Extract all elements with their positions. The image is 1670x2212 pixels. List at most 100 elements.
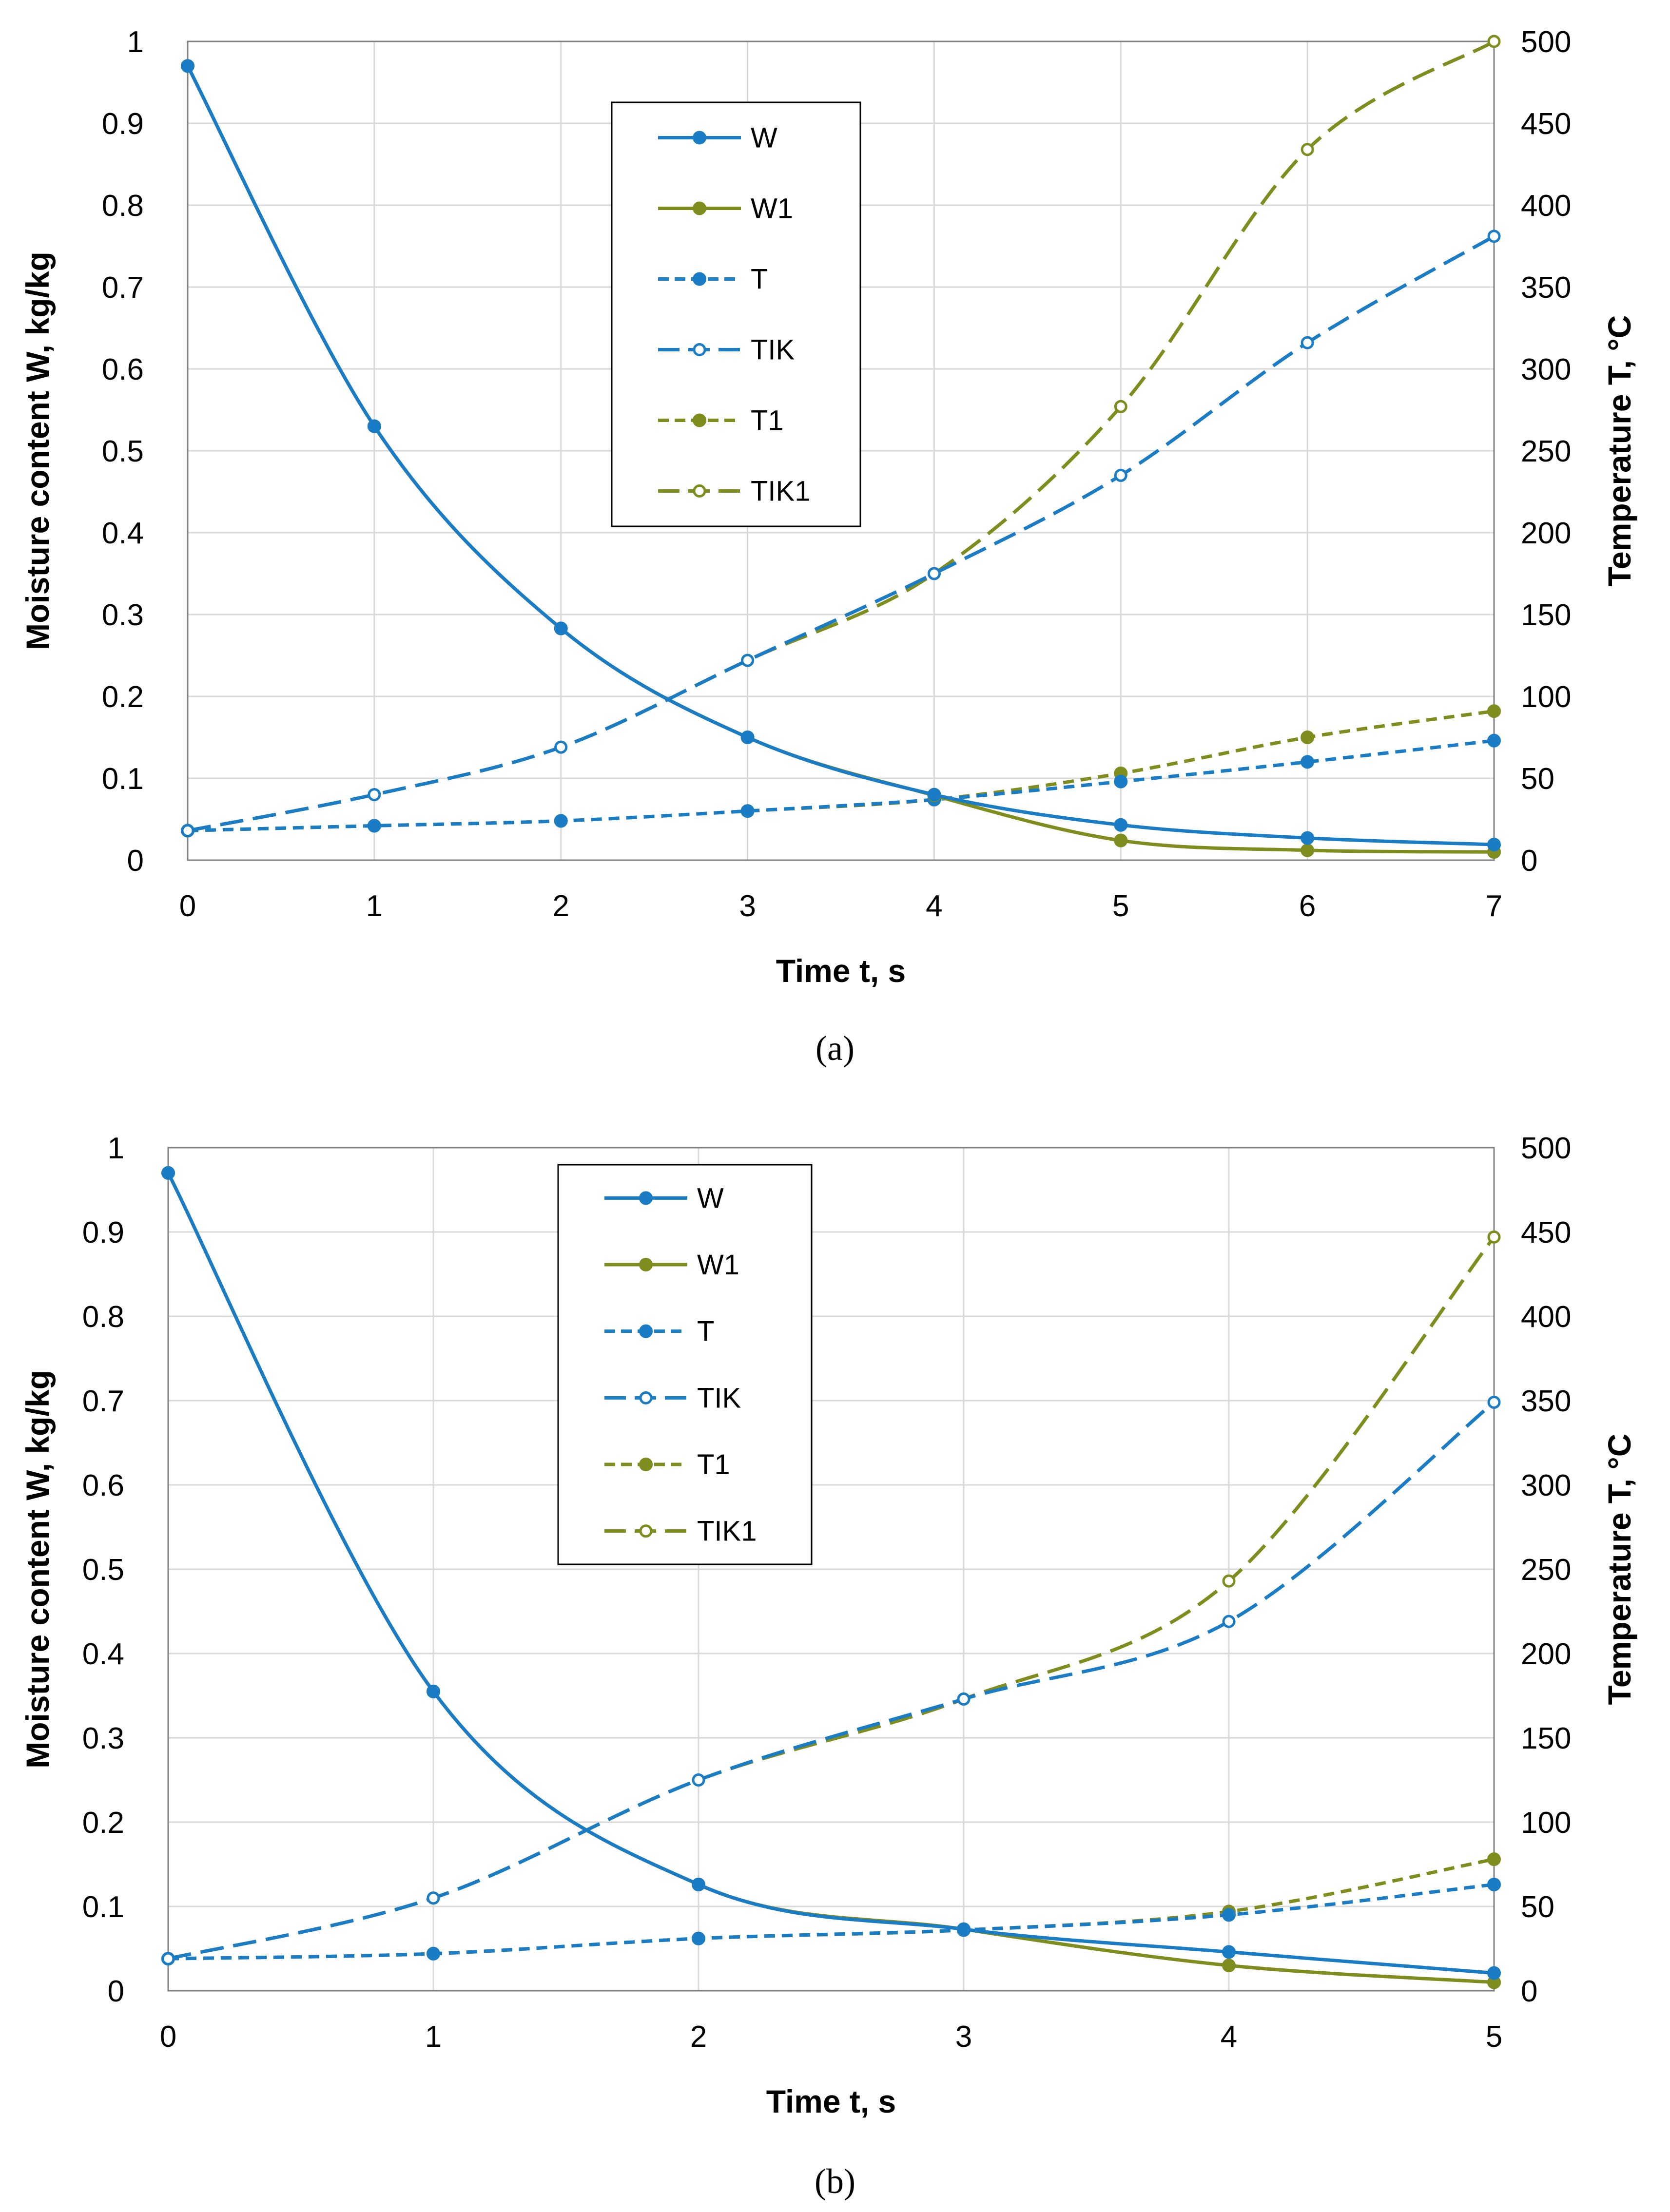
chart-a-series-t-point xyxy=(367,819,381,833)
chart-b-series-tik-point xyxy=(1487,1395,1501,1409)
chart-a-series-t-point xyxy=(554,814,568,828)
chart-a-legend-label-tik1: TIK1 xyxy=(751,476,811,507)
chart-a-series-tik1-point xyxy=(1487,35,1501,48)
chart-b-series-w1-point xyxy=(1222,1959,1236,1973)
chart-a-legend-marker-w1 xyxy=(693,201,706,215)
chart-a-series-w-point xyxy=(1301,831,1315,845)
chart-b-y-left-tick-label: 0.2 xyxy=(82,1806,124,1840)
chart-b-caption: (b) xyxy=(815,2162,855,2201)
chart-b-series-tik-point xyxy=(692,1773,705,1787)
chart-b-series-w xyxy=(161,1166,1501,1980)
chart-a-legend-label-tik: TIK xyxy=(751,334,795,366)
chart-b-y-right-tick-label: 250 xyxy=(1521,1553,1571,1587)
chart-b-y-left-tick-label: 0 xyxy=(108,1975,124,2008)
chart-a-series-t1-point xyxy=(1487,704,1501,718)
chart-a-y-right-tick-label: 200 xyxy=(1521,517,1571,550)
chart-b-series-w-point xyxy=(957,1922,971,1936)
chart-a-x-tick-label: 2 xyxy=(552,889,569,923)
chart-a-series-w1-point xyxy=(1301,843,1315,857)
chart-b-legend-marker-tik1 xyxy=(639,1524,653,1538)
chart-b-y-left-tick-label: 0.1 xyxy=(82,1890,124,1924)
chart-b-series-w-line xyxy=(166,1172,1495,1975)
chart-b-series-tik-point xyxy=(427,1891,440,1905)
chart-a-series-t-point xyxy=(1301,755,1315,769)
chart-b-y-right-tick-label: 350 xyxy=(1521,1385,1571,1418)
chart-a-y-right-tick-label: 0 xyxy=(1521,844,1537,878)
chart-a-legend-marker-t xyxy=(693,272,706,286)
chart-b-x-tick-label: 0 xyxy=(160,2020,176,2054)
chart-a-legend-marker-tik1 xyxy=(693,484,706,498)
chart-a-series-tik-point xyxy=(554,740,568,754)
chart-b-y-right-tick-label: 400 xyxy=(1521,1300,1571,1334)
chart-a-series-w-point xyxy=(1114,818,1128,832)
chart-a-series-t xyxy=(181,733,1501,838)
chart-a-y-left-tick-label: 0.6 xyxy=(102,353,144,386)
chart-a-y-right-tick-label: 250 xyxy=(1521,435,1571,468)
chart-a-y-right-tick-label: 350 xyxy=(1521,271,1571,305)
chart-b-series-tik-line xyxy=(168,1401,1495,1961)
chart-a-series-w-point xyxy=(927,788,941,802)
chart-a-x-tick-label: 1 xyxy=(366,889,383,923)
chart-a-y-left-tick-label: 0.9 xyxy=(102,107,144,141)
chart-b-series-tik1-point xyxy=(1487,1230,1501,1244)
chart-b-legend-label-w: W xyxy=(697,1182,724,1214)
chart-b-x-tick-label: 2 xyxy=(690,2020,707,2054)
chart-b-x-tick-label: 4 xyxy=(1221,2020,1237,2054)
chart-b-legend-marker-t1 xyxy=(639,1458,653,1471)
chart-b-y-right-tick-label: 450 xyxy=(1521,1216,1571,1250)
chart-b-legend-label-w1: W1 xyxy=(697,1249,739,1281)
chart-a-series-tik-point xyxy=(1114,468,1127,482)
chart-a-series-tik-point xyxy=(927,567,941,580)
chart-a-y-right-tick-label: 500 xyxy=(1521,25,1571,59)
chart-a-legend-marker-t1 xyxy=(693,413,706,427)
chart-a-y-left-tick-label: 0.2 xyxy=(102,680,144,714)
chart-b-plot-frame xyxy=(167,1147,1495,1992)
chart-a-series-t-line xyxy=(187,739,1495,832)
chart-a-y-left-tick-label: 0 xyxy=(127,844,144,878)
chart-b-y-right-tick-label: 0 xyxy=(1521,1975,1537,2008)
chart-b-series-t-point xyxy=(1487,1878,1501,1892)
chart-a-legend-box xyxy=(611,101,861,527)
chart-a-legend-label-w: W xyxy=(751,122,777,154)
chart-a-series-w-point xyxy=(1487,838,1501,852)
chart-b-y-left-tick-label: 0.3 xyxy=(82,1722,124,1755)
chart-b-legend-marker-t xyxy=(639,1324,653,1338)
chart-b-y-right-tick-label: 500 xyxy=(1521,1132,1571,1165)
chart-b-series-t-point xyxy=(692,1931,705,1945)
chart-a-y-left-axis-title: Moisture content W, kg/kg xyxy=(19,251,56,650)
chart-a-x-tick-label: 0 xyxy=(179,889,196,923)
chart-a-legend: W W1 T TIK T1 TIK1 xyxy=(611,101,861,527)
chart-b-y-left-tick-label: 0.5 xyxy=(82,1553,124,1587)
chart-a-series-tik-point xyxy=(1487,230,1501,243)
chart-a-series-w-line xyxy=(186,65,1495,846)
chart-b-legend-box xyxy=(557,1164,813,1565)
chart-a-y-right-tick-label: 300 xyxy=(1521,353,1571,386)
chart-b-y-left-tick-label: 1 xyxy=(108,1132,124,1165)
chart-b-series-w-point xyxy=(427,1684,440,1698)
chart-b-legend-label-tik: TIK xyxy=(697,1382,741,1414)
chart-a-series-w-point xyxy=(740,731,755,744)
chart-a-series-tik-point xyxy=(1301,336,1314,349)
chart-b-legend-marker-tik xyxy=(639,1391,653,1404)
chart-a-legend-marker-tik xyxy=(693,343,706,356)
chart-b-legend-marker-w1 xyxy=(639,1258,653,1271)
chart-b-series-w-point xyxy=(1487,1966,1501,1980)
chart-a-x-tick-label: 3 xyxy=(739,889,756,923)
chart-a-series-t1-point xyxy=(1301,731,1315,744)
chart-b-series-t-point xyxy=(427,1946,440,1961)
chart-a-legend-label-t1: T1 xyxy=(751,405,784,437)
chart-b-y-right-tick-label: 300 xyxy=(1521,1469,1571,1502)
chart-b-y-right-tick-label: 150 xyxy=(1521,1722,1571,1755)
chart-a-series-tik xyxy=(181,230,1501,838)
chart-b-y-left-tick-label: 0.9 xyxy=(82,1216,124,1250)
chart-a-y-right-tick-label: 150 xyxy=(1521,598,1571,632)
chart-b-y-left-tick-label: 0.8 xyxy=(82,1300,124,1334)
chart-b-x-tick-label: 5 xyxy=(1486,2020,1502,2054)
chart-b-series-w-point xyxy=(161,1166,175,1180)
chart-a-y-left-tick-label: 0.8 xyxy=(102,189,144,223)
chart-a-series-tik-point xyxy=(368,788,381,802)
chart-b-y-left-tick-label: 0.7 xyxy=(82,1385,124,1418)
chart-a-series-tik-point xyxy=(181,824,194,838)
chart-a-legend-marker-w xyxy=(693,131,706,145)
